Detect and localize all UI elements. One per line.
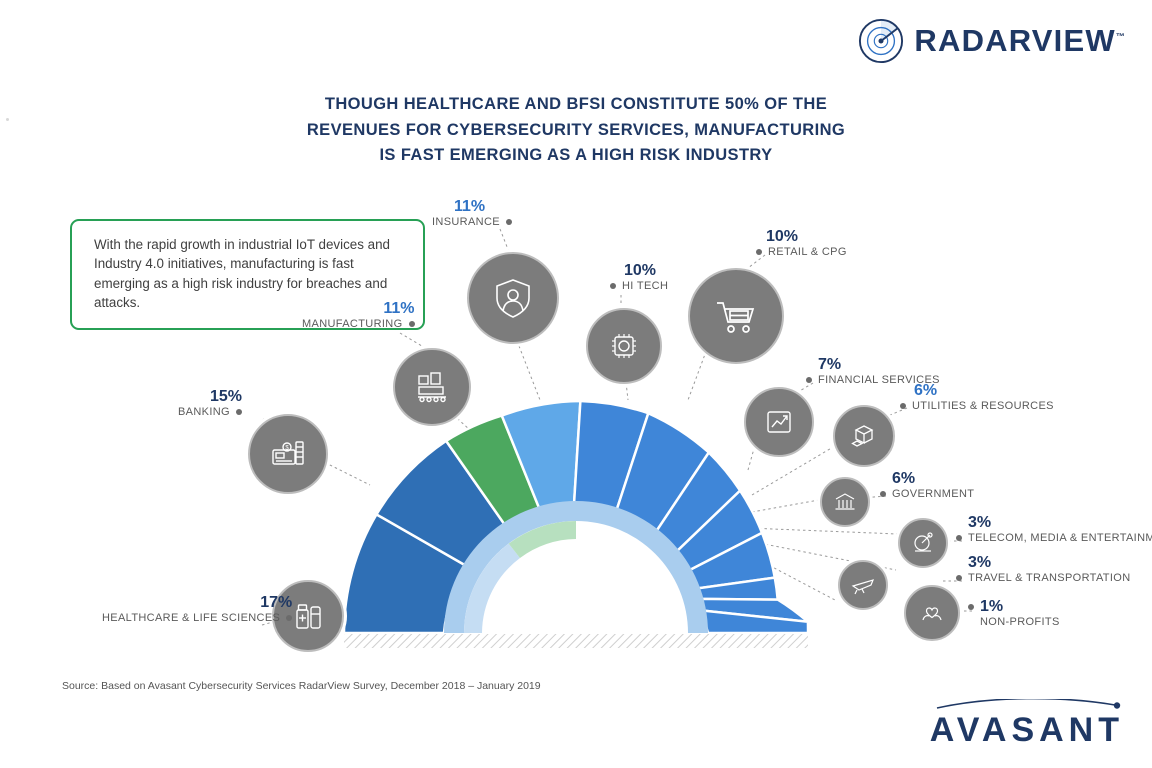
icon-hitech[interactable] (586, 308, 662, 384)
half-donut-chart (342, 399, 812, 648)
icon-banking[interactable]: $ (248, 414, 328, 494)
label-financial-services: 7% FINANCIAL SERVICES (806, 356, 940, 386)
inner-ring (444, 501, 708, 633)
factory-conveyor-icon (418, 372, 446, 403)
label-dot-nonprofits (968, 604, 974, 610)
value-financial-services: 7% (818, 356, 842, 373)
label-text-government: GOVERNMENT (892, 488, 975, 500)
radarview-wordmark: RADARVIEW™ (914, 23, 1126, 59)
chart-growth-icon (767, 411, 791, 433)
value-government: 6% (892, 470, 916, 487)
label-text-financial-services: FINANCIAL SERVICES (818, 374, 940, 386)
avasant-swoosh-icon (936, 699, 1121, 709)
title-line-3: IS FAST EMERGING AS A HIGH RISK INDUSTRY (379, 146, 773, 165)
label-utilities: 6% UTILITIES & RESOURCES (900, 382, 1054, 412)
label-hitech: 10% HI TECH (610, 262, 668, 292)
shopping-cart-icon (717, 302, 755, 333)
label-nonprofits: 1% NON-PROFITS (968, 598, 1060, 628)
label-text-banking: BANKING (178, 406, 230, 418)
icon-retail[interactable] (688, 268, 784, 364)
source-text: Source: Based on Avasant Cybersecurity S… (62, 680, 541, 692)
radarview-wordmark-text: RADARVIEW (914, 23, 1116, 58)
label-text-healthcare: HEALTHCARE & LIFE SCIENCES (102, 612, 281, 624)
label-dot-healthcare (286, 615, 293, 621)
value-hitech: 10% (624, 262, 657, 279)
heart-hands-icon (922, 607, 942, 621)
avasant-logo: AVASANT (930, 699, 1124, 750)
value-retail: 10% (766, 228, 799, 245)
satellite-dish-icon (914, 532, 933, 552)
label-retail: 10% RETAIL & CPG (756, 228, 847, 258)
value-manufacturing: 11% (383, 300, 415, 317)
label-text-hitech: HI TECH (622, 280, 669, 292)
label-text-telecom: TELECOM, MEDIA & ENTERTAINMENT (968, 532, 1152, 544)
value-banking: 15% (209, 388, 242, 405)
label-dot-hitech (610, 283, 616, 289)
label-manufacturing: 11% MANUFACTURING (302, 300, 415, 330)
value-travel: 3% (968, 554, 992, 571)
gear-chip-icon (612, 334, 636, 358)
icon-healthcare[interactable] (272, 580, 344, 652)
bank-building-icon (835, 493, 855, 510)
page-title: THOUGH HEALTHCARE AND BFSI CONSTITUTE 50… (0, 92, 1152, 169)
label-dot-telecom (956, 535, 962, 541)
airplane-icon (851, 579, 875, 595)
label-dot-banking (235, 409, 242, 415)
label-text-retail: RETAIL & CPG (768, 246, 847, 258)
label-text-nonprofits: NON-PROFITS (980, 616, 1060, 628)
shield-person-icon (496, 279, 530, 318)
value-insurance: 11% (454, 198, 486, 215)
callout-text: With the rapid growth in industrial IoT … (94, 237, 390, 311)
label-travel: 3% TRAVEL & TRANSPORTATION (956, 554, 1131, 584)
label-dot-utilities (900, 403, 906, 409)
label-text-travel: TRAVEL & TRANSPORTATION (968, 572, 1131, 584)
label-dot-financial-services (806, 377, 812, 383)
decorative-dot (6, 118, 9, 121)
boxes-icon (851, 425, 874, 447)
label-dot-retail (756, 249, 762, 255)
icon-insurance[interactable] (467, 252, 559, 344)
inner-ring-light (464, 543, 520, 633)
radarview-logo: RADARVIEW™ (858, 18, 1126, 64)
callout-box: With the rapid growth in industrial IoT … (70, 219, 425, 330)
label-telecom: 3% TELECOM, MEDIA & ENTERTAINMENT (956, 514, 1152, 544)
icon-financial-services[interactable] (744, 387, 814, 457)
svg-text:$: $ (285, 446, 289, 452)
avasant-wordmark: AVASANT (929, 711, 1124, 749)
title-line-2: REVENUES FOR CYBERSECURITY SERVICES, MAN… (306, 120, 846, 139)
value-healthcare: 17% (260, 594, 293, 611)
icon-manufacturing[interactable] (393, 348, 471, 426)
icon-government[interactable] (820, 477, 870, 527)
label-dot-insurance (505, 219, 512, 225)
chart-base-bar (344, 634, 808, 648)
label-government: 6% GOVERNMENT (880, 470, 974, 500)
value-utilities: 6% (914, 382, 938, 399)
trademark-symbol: ™ (1115, 31, 1126, 42)
label-text-insurance: INSURANCE (432, 216, 500, 228)
label-text-manufacturing: MANUFACTURING (302, 318, 403, 330)
label-insurance: 11% INSURANCE (432, 198, 512, 228)
label-text-utilities: UTILITIES & RESOURCES (912, 400, 1054, 412)
label-banking: 15% BANKING (178, 388, 242, 418)
icon-telecom[interactable] (898, 518, 948, 568)
radarview-mark-icon (859, 18, 904, 64)
source-note: Source: Based on Avasant Cybersecurity S… (62, 680, 541, 692)
label-dot-manufacturing (408, 321, 415, 327)
icon-utilities[interactable] (833, 405, 895, 467)
icon-nonprofits[interactable] (904, 585, 960, 641)
title-line-1: THOUGH HEALTHCARE AND BFSI CONSTITUTE 50… (324, 95, 828, 113)
label-healthcare: 17% HEALTHCARE & LIFE SCIENCES (102, 594, 293, 624)
inner-ring-green (508, 521, 576, 558)
value-telecom: 3% (968, 514, 992, 531)
value-nonprofits: 1% (980, 598, 1004, 615)
label-dot-travel (956, 575, 962, 581)
medicine-bottle-icon (296, 604, 321, 629)
label-dot-government (880, 491, 886, 497)
cash-register-icon: $ (272, 441, 304, 465)
icon-travel[interactable] (838, 560, 888, 610)
